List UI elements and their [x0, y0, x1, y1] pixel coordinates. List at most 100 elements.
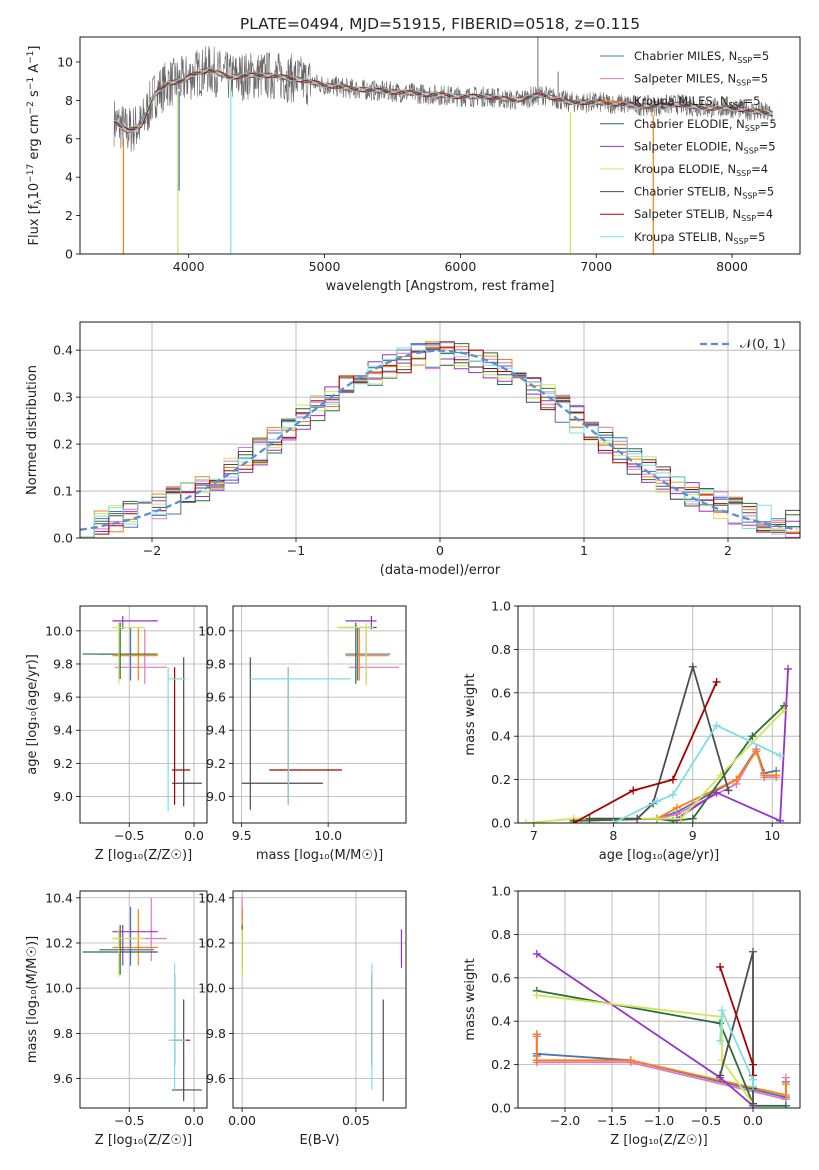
sfh-marker: [532, 991, 541, 1000]
model-salpeter-stelib: [113, 69, 773, 131]
y-tick-label: 0.0: [491, 816, 511, 831]
sfh-marker: [521, 819, 530, 823]
residual-histograms: [80, 341, 800, 538]
x-tick-label: 0.05: [342, 1113, 370, 1128]
sfh-marker: [781, 1101, 790, 1108]
x-tick-label: 9.5: [232, 828, 252, 843]
sfh-marker: [532, 949, 541, 958]
legend-label: Salpeter ELODIE, NSSP=5: [634, 139, 776, 155]
histogram-salpeter-stelib: [80, 346, 800, 538]
y-tick-label: 4: [65, 170, 73, 185]
model-kroupa-stelib: [113, 67, 773, 133]
legend-label: Chabrier ELODIE, NSSP=5: [634, 117, 777, 133]
y-tick-label: 10.2: [45, 935, 73, 950]
sfh-line: [573, 746, 777, 822]
sfh-marker: [629, 786, 638, 795]
y-tick-label: 0: [65, 247, 73, 262]
x-tick-label: 4000: [173, 259, 205, 274]
mass-vs-Z-frame: [79, 890, 208, 1109]
legend-label: Kroupa ELODIE, NSSP=4: [634, 162, 768, 178]
sfh-marker: [712, 677, 721, 686]
mass-vs-ebv-frame: [232, 890, 407, 1109]
y-tick-label: 0.0: [53, 531, 73, 546]
age-vs-mass-points: [241, 615, 400, 810]
legend-label: Kroupa STELIB, NSSP=5: [634, 230, 765, 246]
y-tick-label: 2: [65, 208, 73, 223]
model-salpeter-elodie: [113, 68, 773, 133]
sfh-marker: [749, 1099, 757, 1108]
y-tick-label: 9.6: [53, 1071, 73, 1086]
sfh-line: [525, 709, 785, 823]
x-tick-label: 0.0: [743, 1113, 763, 1128]
spectrum-legend: Chabrier MILES, NSSP=5 Salpeter MILES, NS…: [600, 49, 777, 246]
x-tick-label: 7: [530, 828, 538, 843]
y-tick-label: 10.0: [198, 623, 226, 638]
y-tick-label: 0.4: [491, 1014, 511, 1029]
y-tick-label: 9.8: [53, 656, 73, 671]
x-axis-label: age [log₁₀(age/yr)]: [599, 848, 720, 863]
sfh-marker: [716, 1071, 725, 1080]
histogram-kroupa-elodie: [80, 345, 800, 538]
y-tick-label: 9.4: [53, 723, 73, 738]
observed-spectrum: [113, 45, 773, 152]
y-tick-label: 10.2: [198, 935, 226, 950]
histogram-chabrier-stelib: [80, 341, 800, 538]
x-tick-label: 0.00: [228, 1113, 256, 1128]
y-axis-label: mass [log₁₀(M/M☉)]: [25, 936, 40, 1063]
sfh-marker: [724, 786, 733, 795]
y-tick-label: 0.3: [53, 390, 73, 405]
y-tick-label: 9.8: [206, 656, 226, 671]
mass-vs-Z-points: [82, 897, 202, 1102]
y-tick-label: 9.6: [206, 690, 226, 705]
sfh-marker: [633, 814, 642, 823]
sfh-line: [573, 705, 785, 822]
figure-title: PLATE=0494, MJD=51915, FIBERID=0518, z=0…: [240, 15, 640, 33]
sfh-marker: [732, 775, 741, 784]
y-axis-label: age [log₁₀(age/yr)]: [25, 654, 40, 775]
y-tick-label: 9.2: [53, 756, 73, 771]
x-tick-label: −2.0: [550, 1113, 580, 1128]
mass-vs-ebv-axes: 0.00 0.05 9.6 9.8 10.0 10.2 10.4 E(B-V): [198, 890, 406, 1148]
x-tick-label: 10: [764, 828, 780, 843]
x-tick-label: −1.0: [644, 1113, 674, 1128]
y-tick-label: 0.2: [53, 437, 73, 452]
y-tick-label: 9.8: [206, 1026, 226, 1041]
x-axis-label: wavelength [Angstrom, rest frame]: [326, 279, 555, 294]
x-tick-label: −0.5: [114, 828, 144, 843]
sfh-marker: [688, 814, 697, 823]
y-tick-label: 9.8: [53, 1026, 73, 1041]
x-axis-label: Z [log₁₀(Z/Z☉)]: [95, 848, 192, 863]
sfh-Z-frame: [517, 890, 801, 1109]
residuals-axes: −2 −1 0 1 2 0.0 0.1 0.2 0.3 0.4 (data-model)/error…: [25, 322, 800, 578]
sfh-line: [573, 681, 718, 823]
sfh-marker: [688, 662, 697, 671]
sfh-line: [573, 749, 777, 822]
y-tick-label: 1.0: [491, 599, 511, 614]
sfh-line: [535, 1034, 787, 1099]
sfh-marker: [781, 1090, 790, 1099]
x-tick-label: 0.0: [184, 1113, 204, 1128]
sfh-marker: [672, 803, 681, 812]
sfh-marker: [716, 1036, 725, 1045]
spectrum-axes: 4000 5000 6000 7000 8000 0 2 4 6 8 10 wavelength [A…: [57, 54, 748, 294]
x-tick-label: 1: [580, 543, 588, 558]
sfh-age-frame: [517, 605, 801, 824]
spectrum-plot: [113, 37, 774, 254]
mass-vs-ebv-points: [241, 897, 403, 1102]
y-tick-label: 0.1: [53, 484, 73, 499]
sfh-marker: [668, 775, 677, 784]
legend-label: Chabrier MILES, NSSP=5: [634, 49, 769, 65]
legend-label: Chabrier STELIB, NSSP=5: [634, 185, 774, 201]
y-axis-label: mass weight: [463, 673, 478, 755]
x-tick-label: −1.5: [597, 1113, 627, 1128]
y-tick-label: 0.6: [491, 685, 511, 700]
sfh-marker: [760, 771, 769, 780]
age-vs-Z-frame: [79, 605, 208, 824]
x-axis-label: Z [log₁₀(Z/Z☉)]: [95, 1133, 192, 1148]
age-vs-Z-points: [82, 615, 202, 812]
legend-label: Kroupa MILES, NSSP=5: [634, 94, 760, 110]
x-axis-label: (data-model)/error: [380, 563, 501, 578]
legend-label: Salpeter STELIB, NSSP=4: [634, 207, 773, 223]
x-tick-label: 9: [689, 828, 697, 843]
sfh-marker: [626, 1056, 635, 1065]
